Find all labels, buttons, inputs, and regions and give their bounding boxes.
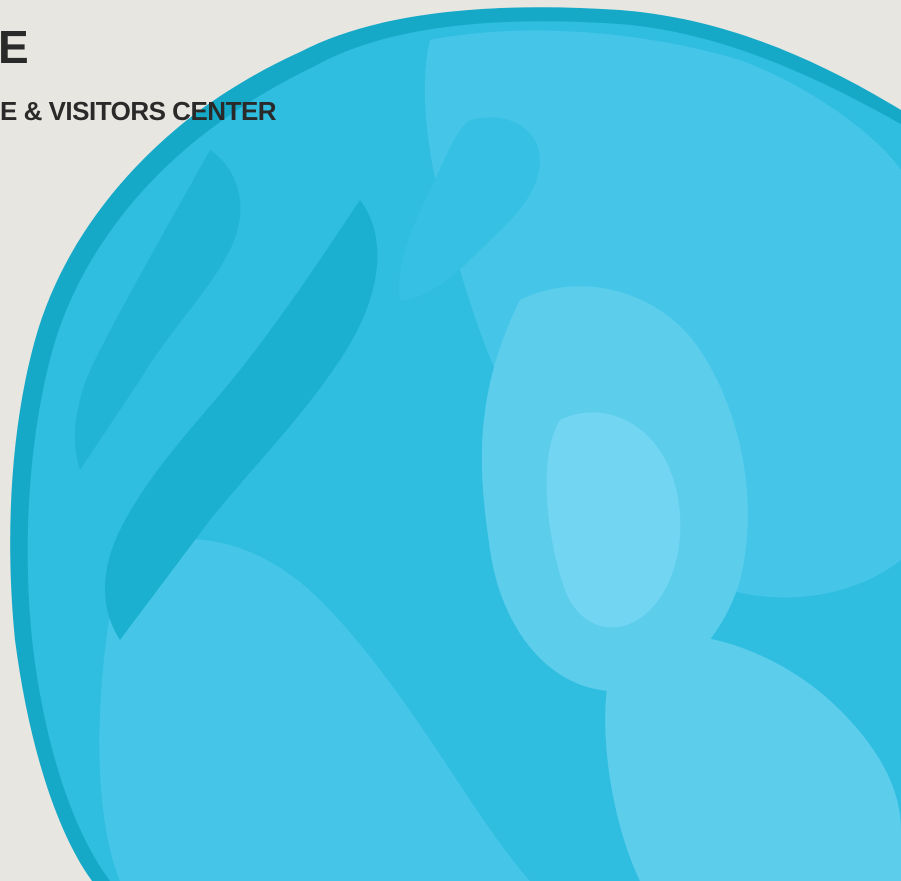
blob-shadow-streak bbox=[105, 200, 378, 640]
blob-highlight-patch bbox=[546, 412, 681, 628]
blob-shadow-streak bbox=[75, 150, 241, 470]
poster-heading: E bbox=[0, 21, 29, 73]
blob-light-patch bbox=[605, 633, 901, 881]
poster-subheading: E & VISITORS CENTER bbox=[0, 96, 277, 126]
blob-mid-patch bbox=[99, 539, 530, 881]
blob-shadow-streak bbox=[399, 117, 540, 300]
